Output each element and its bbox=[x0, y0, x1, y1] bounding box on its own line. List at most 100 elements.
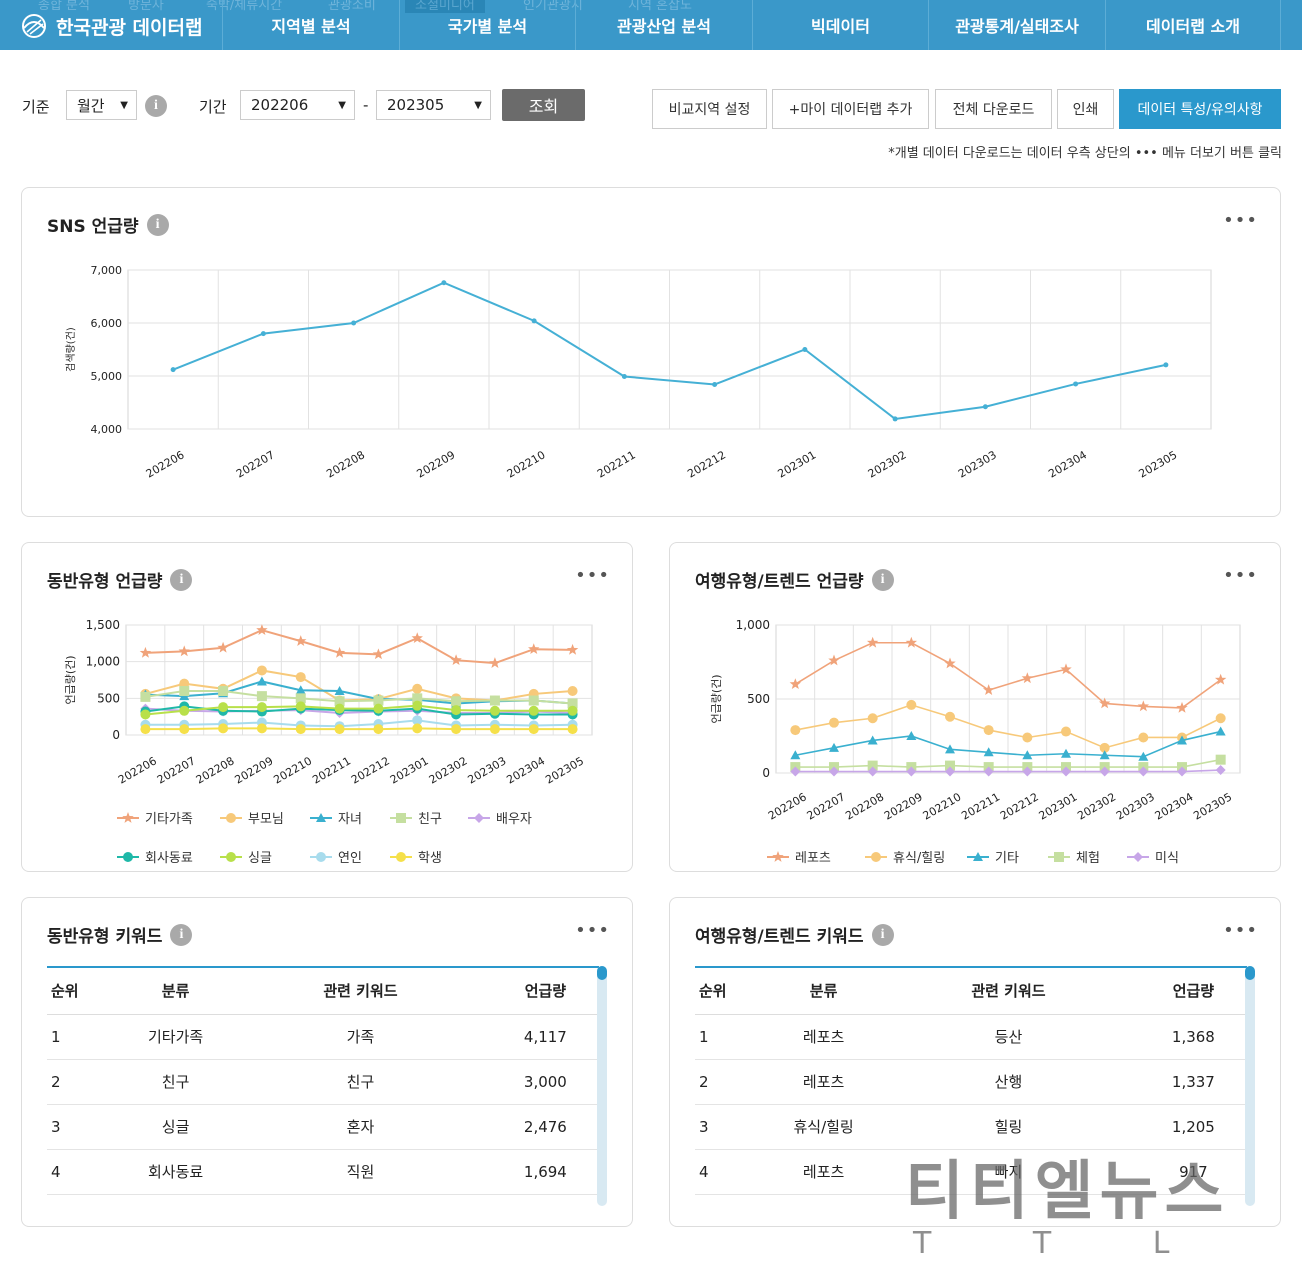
data-notes-button[interactable]: 데이터 특성/유의사항 bbox=[1119, 89, 1281, 129]
print-button[interactable]: 인쇄 bbox=[1057, 89, 1114, 129]
nav-about[interactable]: 데이터랩 소개 bbox=[1105, 0, 1281, 50]
legend-item[interactable]: 미식 bbox=[1127, 847, 1179, 866]
subtab-popular-spots[interactable]: 인기관광지 bbox=[523, 0, 583, 13]
data-point bbox=[1099, 750, 1110, 760]
trend-card-title: 여행유형/트렌드 언급량 bbox=[695, 572, 864, 592]
period-to-value: 202305 bbox=[387, 96, 445, 114]
data-point bbox=[489, 724, 500, 735]
data-point bbox=[351, 320, 357, 326]
x-tick-label: 202211 bbox=[595, 448, 638, 480]
nav-country-analysis[interactable]: 국가별 분석 bbox=[399, 0, 575, 50]
download-all-button[interactable]: 전체 다운로드 bbox=[935, 89, 1052, 129]
chevron-down-icon: ▼ bbox=[474, 100, 482, 111]
data-point bbox=[334, 696, 345, 707]
data-point bbox=[867, 735, 878, 745]
site-logo[interactable]: 한국관광 데이터랩 bbox=[18, 12, 202, 40]
data-point bbox=[1215, 726, 1226, 736]
data-point bbox=[1163, 362, 1169, 368]
legend-item[interactable]: 연인 bbox=[310, 847, 362, 866]
table-scrollbar[interactable] bbox=[597, 966, 607, 1206]
info-icon[interactable]: i bbox=[170, 923, 193, 946]
legend-item[interactable]: 자녀 bbox=[310, 808, 362, 827]
header-category: 분류 bbox=[770, 968, 878, 1015]
count-cell: 917 bbox=[1139, 1149, 1247, 1195]
legend-marker bbox=[123, 851, 133, 862]
legend-item[interactable]: 회사동료 bbox=[117, 847, 193, 866]
y-tick-label: 1,000 bbox=[86, 655, 120, 669]
more-menu-icon[interactable]: ••• bbox=[575, 920, 610, 941]
compare-region-button[interactable]: 비교지역 설정 bbox=[652, 89, 767, 129]
rank-cell: 2 bbox=[47, 1059, 123, 1105]
legend-item[interactable]: 배우자 bbox=[468, 808, 532, 827]
data-point bbox=[489, 705, 500, 716]
legend-marker-icon bbox=[468, 812, 490, 823]
companion-line-chart: 05001,0001,50020220620220720220820220920… bbox=[64, 618, 593, 787]
nav-statistics[interactable]: 관광통계/실태조사 bbox=[928, 0, 1105, 50]
data-point bbox=[179, 724, 190, 735]
subtab-overview[interactable]: 종합 분석 bbox=[38, 0, 90, 13]
legend-item[interactable]: 휴식/힐링 bbox=[865, 847, 945, 866]
subtab-visitors[interactable]: 방문자 bbox=[128, 0, 164, 13]
more-menu-icon[interactable]: ••• bbox=[1223, 920, 1258, 941]
data-point bbox=[179, 686, 190, 696]
data-point bbox=[218, 702, 229, 713]
header-count: 언급량 bbox=[491, 968, 599, 1015]
nav-industry-analysis[interactable]: 관광산업 분석 bbox=[575, 0, 752, 50]
subtab-social-media[interactable]: 소셜미디어 bbox=[405, 0, 485, 13]
more-menu-icon[interactable]: ••• bbox=[575, 565, 610, 586]
subtab-spending[interactable]: 관광소비 bbox=[328, 0, 376, 13]
info-icon[interactable]: i bbox=[871, 923, 894, 946]
info-icon[interactable]: i bbox=[871, 568, 894, 591]
data-point bbox=[1061, 748, 1071, 758]
companion-keyword-table: 순위 분류 관련 키워드 언급량 1 기타가족 가족 4,117 2 친구 친구… bbox=[47, 968, 599, 1195]
header-count: 언급량 bbox=[1139, 968, 1247, 1015]
legend-item[interactable]: 기타가족 bbox=[117, 808, 193, 827]
legend-marker-icon bbox=[390, 812, 412, 823]
subtab-congestion[interactable]: 지역 혼잡도 bbox=[628, 0, 692, 13]
data-point bbox=[441, 280, 447, 286]
legend-item[interactable]: 친구 bbox=[390, 808, 442, 827]
x-tick-label: 202208 bbox=[324, 448, 367, 480]
query-button[interactable]: 조회 bbox=[502, 89, 585, 121]
data-point bbox=[412, 683, 423, 694]
period-to-select[interactable]: 202305 ▼ bbox=[376, 90, 491, 120]
data-point bbox=[828, 654, 840, 666]
data-point bbox=[1137, 700, 1150, 712]
legend-item[interactable]: 학생 bbox=[390, 847, 442, 866]
table-row: 2 친구 친구 3,000 bbox=[47, 1059, 599, 1105]
info-icon[interactable]: i bbox=[146, 213, 169, 236]
nav-regional-analysis[interactable]: 지역별 분석 bbox=[222, 0, 399, 50]
legend-item[interactable]: 싱글 bbox=[220, 847, 272, 866]
data-point bbox=[802, 347, 808, 352]
data-point bbox=[983, 747, 994, 757]
data-point bbox=[982, 404, 988, 410]
nav-big-data[interactable]: 빅데이터 bbox=[752, 0, 928, 50]
legend-item[interactable]: 체험 bbox=[1048, 847, 1100, 866]
legend-item[interactable]: 레포츠 bbox=[767, 847, 831, 866]
info-icon[interactable]: i bbox=[170, 568, 193, 591]
y-axis-label: 언급량(건) bbox=[64, 655, 77, 704]
legend-marker bbox=[772, 850, 784, 862]
legend-item[interactable]: 기타 bbox=[967, 847, 1019, 866]
data-point bbox=[295, 724, 306, 735]
table-scrollbar[interactable] bbox=[1245, 966, 1255, 1206]
card-title: 여행유형/트렌드 언급량 i bbox=[695, 567, 894, 592]
scrollbar-thumb[interactable] bbox=[597, 966, 607, 980]
info-icon[interactable]: i bbox=[145, 95, 167, 117]
scrollbar-thumb[interactable] bbox=[1245, 966, 1255, 980]
add-my-datalab-button[interactable]: +마이 데이터랩 추가 bbox=[772, 89, 929, 129]
legend-item[interactable]: 부모님 bbox=[220, 808, 284, 827]
period-from-select[interactable]: 202206 ▼ bbox=[240, 90, 355, 120]
data-point bbox=[1176, 701, 1188, 713]
x-tick-label: 202212 bbox=[685, 448, 728, 480]
subtab-stay[interactable]: 숙박/체류시간 bbox=[206, 0, 283, 13]
data-point bbox=[260, 331, 266, 337]
series-line-4 bbox=[795, 758, 1221, 768]
table-row: 4 회사동료 직원 1,694 bbox=[47, 1149, 599, 1195]
data-point bbox=[906, 766, 917, 777]
more-menu-icon[interactable]: ••• bbox=[1223, 210, 1258, 231]
data-point bbox=[789, 678, 802, 690]
count-cell: 1,205 bbox=[1139, 1104, 1247, 1150]
basis-select[interactable]: 월간 ▼ bbox=[66, 90, 137, 120]
more-menu-icon[interactable]: ••• bbox=[1223, 565, 1258, 586]
